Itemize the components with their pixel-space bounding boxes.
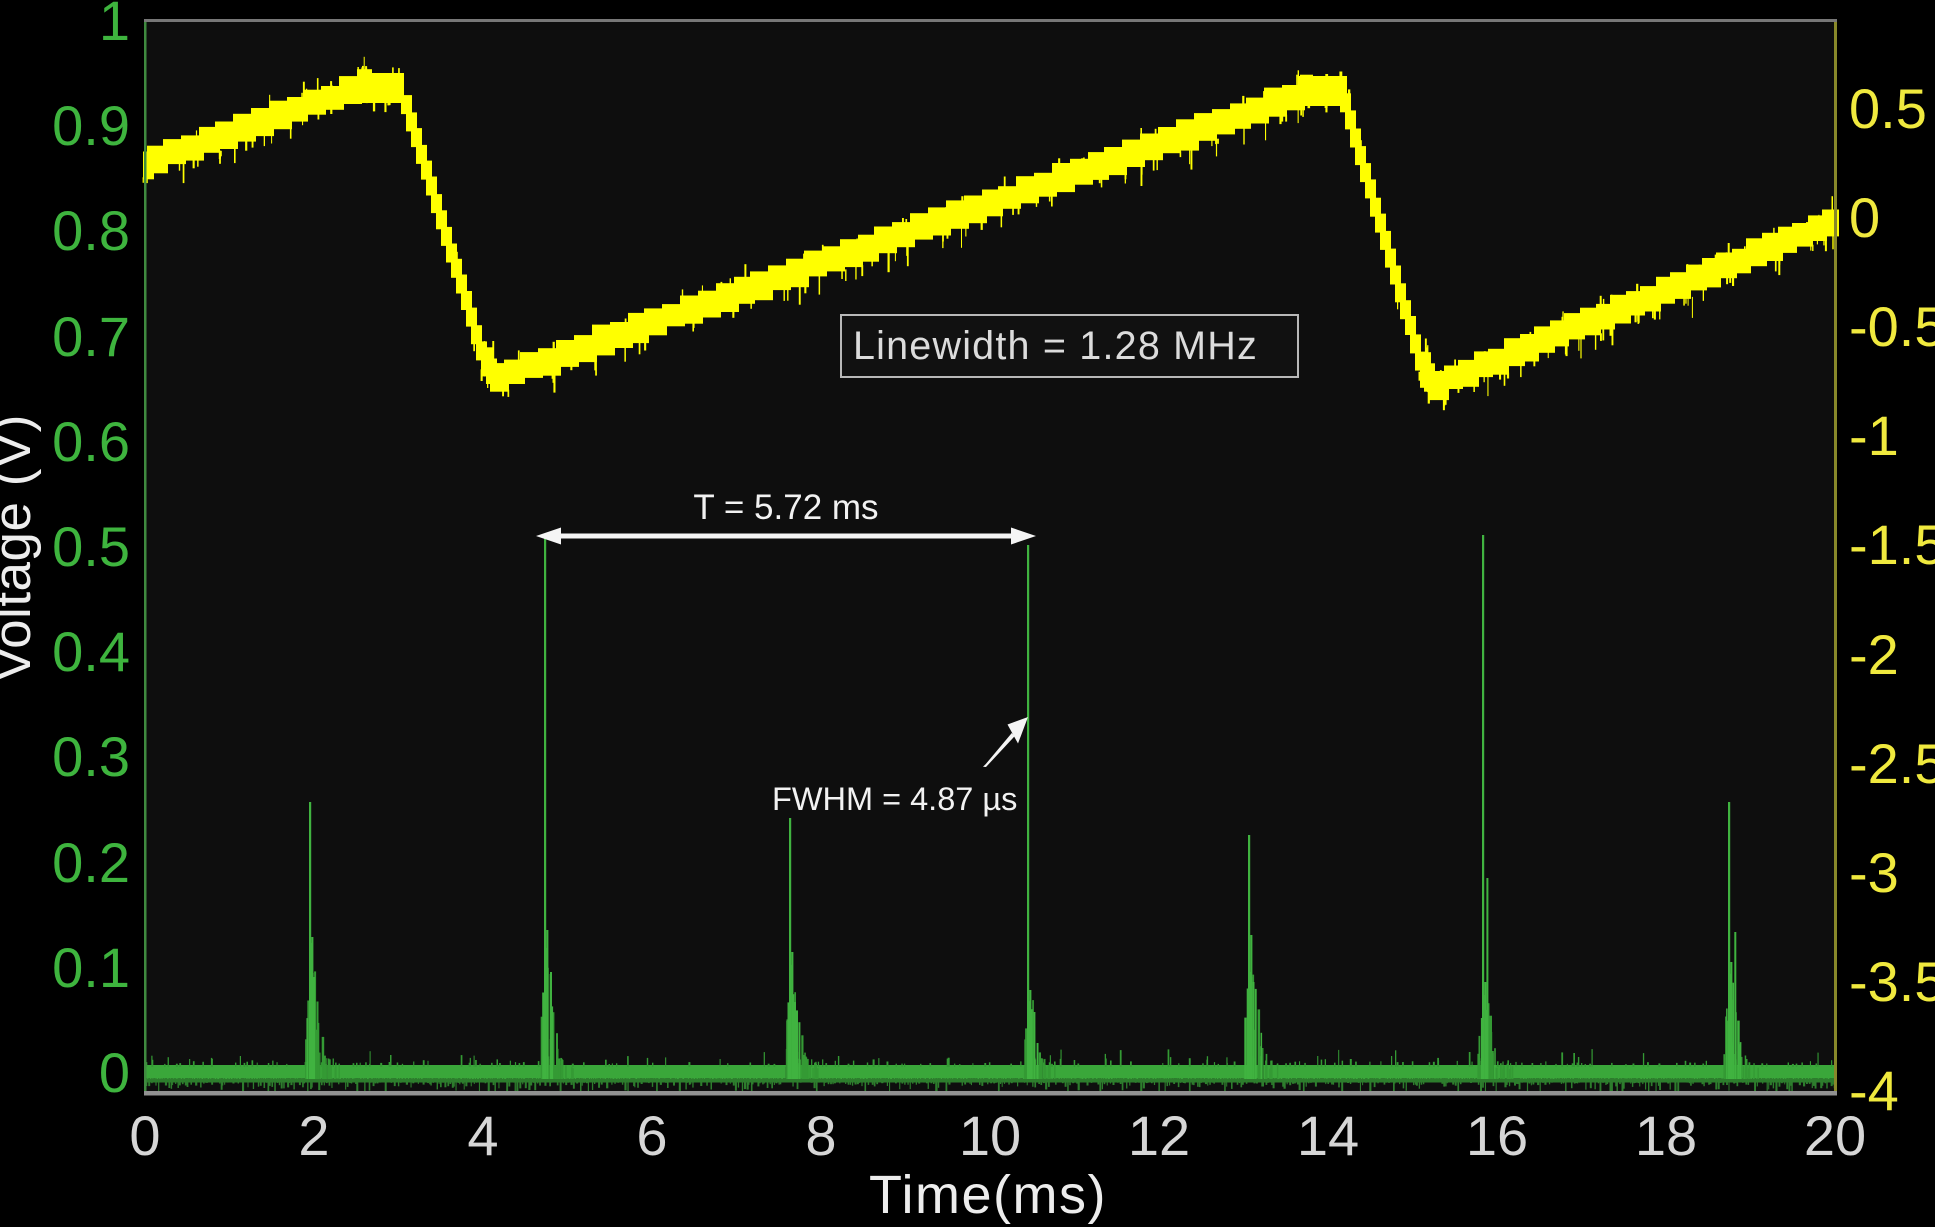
svg-text:18: 18 bbox=[1635, 1104, 1697, 1167]
svg-text:4: 4 bbox=[467, 1104, 498, 1167]
svg-text:1: 1 bbox=[99, 0, 130, 52]
svg-text:0.3: 0.3 bbox=[52, 725, 130, 788]
svg-text:0: 0 bbox=[99, 1041, 130, 1104]
svg-text:14: 14 bbox=[1297, 1104, 1359, 1167]
svg-text:0.4: 0.4 bbox=[52, 620, 130, 683]
svg-text:10: 10 bbox=[959, 1104, 1021, 1167]
svg-text:-3: -3 bbox=[1849, 841, 1899, 904]
svg-text:T = 5.72 ms: T = 5.72 ms bbox=[693, 488, 878, 527]
svg-text:-3.5: -3.5 bbox=[1849, 950, 1935, 1013]
svg-text:Time(ms): Time(ms) bbox=[869, 1165, 1107, 1225]
svg-text:0: 0 bbox=[129, 1104, 160, 1167]
svg-text:0: 0 bbox=[1849, 186, 1880, 249]
svg-text:-1.5: -1.5 bbox=[1849, 513, 1935, 576]
svg-text:0.6: 0.6 bbox=[52, 410, 130, 473]
svg-text:8: 8 bbox=[805, 1104, 836, 1167]
svg-text:0.9: 0.9 bbox=[52, 94, 130, 157]
svg-text:-4: -4 bbox=[1849, 1059, 1899, 1122]
svg-text:0.2: 0.2 bbox=[52, 831, 130, 894]
svg-text:-0.5: -0.5 bbox=[1849, 295, 1935, 358]
svg-text:0.5: 0.5 bbox=[52, 515, 130, 578]
svg-text:FWHM = 4.87 µs: FWHM = 4.87 µs bbox=[772, 781, 1017, 817]
svg-text:0.5: 0.5 bbox=[1849, 77, 1927, 140]
svg-text:-1: -1 bbox=[1849, 404, 1899, 467]
svg-text:12: 12 bbox=[1128, 1104, 1190, 1167]
svg-text:2: 2 bbox=[298, 1104, 329, 1167]
svg-text:Linewidth = 1.28 MHz: Linewidth = 1.28 MHz bbox=[853, 324, 1258, 368]
svg-text:0.7: 0.7 bbox=[52, 305, 130, 368]
svg-text:20: 20 bbox=[1804, 1104, 1866, 1167]
svg-text:6: 6 bbox=[636, 1104, 667, 1167]
svg-text:Voltage (V): Voltage (V) bbox=[0, 414, 42, 682]
svg-text:-2: -2 bbox=[1849, 623, 1899, 686]
svg-text:16: 16 bbox=[1466, 1104, 1528, 1167]
svg-text:-2.5: -2.5 bbox=[1849, 732, 1935, 795]
svg-text:0.1: 0.1 bbox=[52, 936, 130, 999]
svg-text:0.8: 0.8 bbox=[52, 199, 130, 262]
